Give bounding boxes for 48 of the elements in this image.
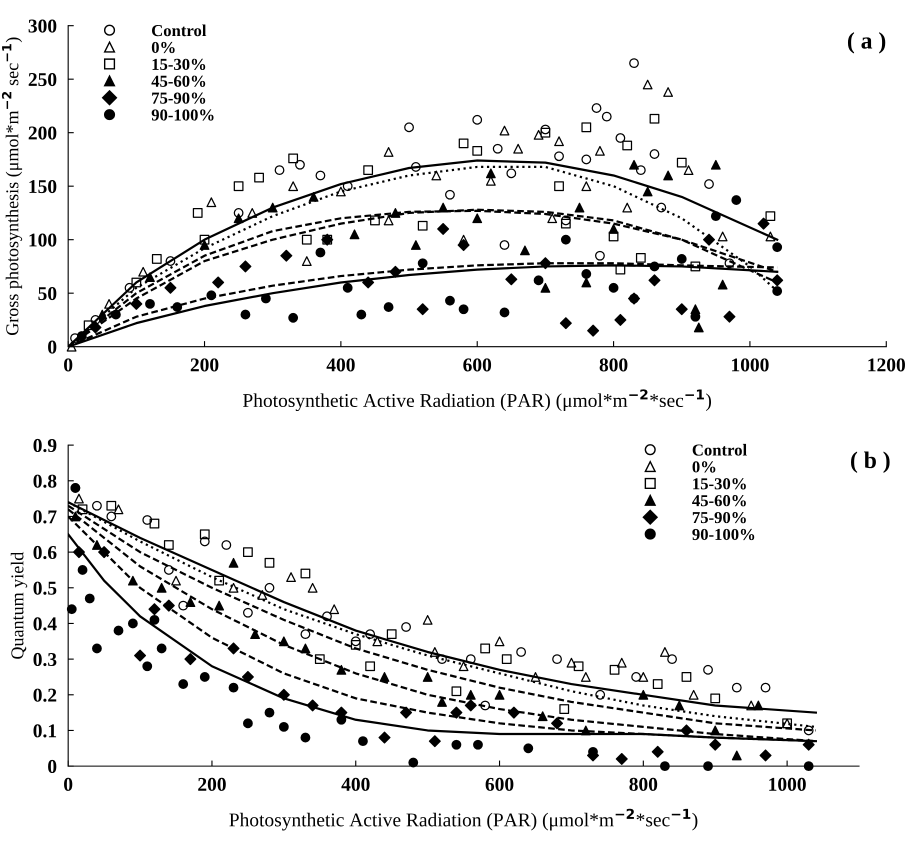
y-tick-label: 0.2: [34, 688, 56, 702]
annotation: ( b ): [851, 452, 890, 473]
x-axis-title: Photosynthetic Active Radiation (PAR) (μmol*m$^{−2}$*sec$^{−1}$): [242, 389, 712, 412]
legend-label: 75-90%: [152, 92, 206, 104]
x-tick-label: 800: [629, 778, 658, 791]
y-tick-label: 0: [48, 760, 56, 774]
x-tick-label: 800: [600, 358, 628, 372]
legend-label: 45-60%: [692, 495, 746, 506]
x-tick-label: 200: [190, 358, 218, 372]
x-tick-label: 0: [64, 358, 72, 372]
y-tick-label: 100: [29, 233, 56, 247]
y-tick-label: 300: [28, 19, 56, 33]
y-axis-title: Gross photosynthesis (μmol*m$^{−2}$ sec$^{−1}$): [2, 38, 22, 336]
legend-label: 90-100%: [692, 528, 754, 540]
y-tick-label: 0.9: [34, 438, 56, 452]
legend-label: 90-100%: [152, 109, 214, 121]
legend-label: 15-30%: [693, 478, 746, 490]
x-tick-label: 400: [341, 778, 370, 791]
y-tick-label: 150: [29, 180, 56, 194]
y-tick-label: 0.8: [34, 474, 56, 488]
legend-label: 0%: [692, 461, 716, 473]
x-tick-label: 1000: [732, 358, 769, 372]
y-tick-label: 50: [38, 286, 56, 300]
y-tick-label: 0.3: [34, 652, 56, 666]
y-tick-label: 0.5: [34, 582, 56, 595]
legend-label: Control: [692, 444, 747, 456]
legend-label: 0%: [152, 42, 175, 54]
y-axis-title: Quantum yield: [10, 552, 28, 659]
y-tick-label: 0.1: [34, 724, 56, 738]
legend-label: Control: [152, 24, 206, 36]
y-tick-label: 0.6: [34, 546, 56, 560]
y-tick-label: 0.4: [34, 617, 57, 630]
x-tick-label: 0: [64, 778, 72, 791]
y-tick-label: 0.7: [34, 510, 57, 524]
legend-label: 45-60%: [151, 76, 206, 87]
x-axis-title: Photosynthetic Active Radiation (PAR) (μmol*m$^{−2}$*sec$^{−1}$): [229, 808, 698, 830]
legend-label: 75-90%: [692, 512, 746, 524]
x-tick-label: 600: [463, 358, 492, 372]
x-tick-label: 400: [326, 358, 355, 372]
x-tick-label: 1000: [769, 778, 806, 791]
y-tick-label: 250: [28, 72, 56, 86]
annotation: ( a ): [848, 32, 886, 54]
x-tick-label: 1200: [868, 358, 905, 372]
legend-label: 15-30%: [152, 58, 206, 70]
x-tick-label: 600: [486, 778, 514, 791]
y-tick-label: 0: [48, 340, 56, 354]
x-tick-label: 200: [198, 778, 226, 791]
y-tick-label: 200: [28, 126, 56, 140]
